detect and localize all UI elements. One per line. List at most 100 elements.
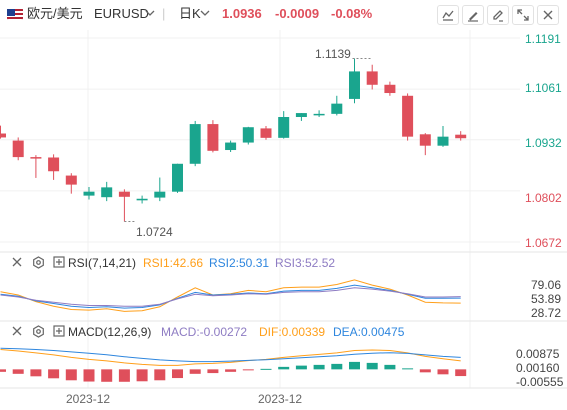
rsi2-line [0, 284, 461, 309]
draw-icon [468, 12, 478, 22]
macd-bar [136, 369, 148, 382]
indicator-button[interactable] [437, 5, 459, 25]
macd-bar [278, 366, 290, 370]
rsi2-value: RSI2:50.31 [209, 256, 270, 270]
candle-body [118, 191, 130, 197]
rsi3-value: RSI3:52.52 [275, 256, 336, 270]
separator: | [162, 6, 166, 21]
candle-body [65, 175, 77, 185]
macd-bar [118, 369, 130, 382]
macd-bar [419, 369, 431, 373]
candle-body [366, 71, 378, 85]
candle-body [349, 71, 360, 99]
macd-bar [225, 369, 237, 372]
candle-body [172, 163, 183, 192]
period-dropdown-icon[interactable] [200, 6, 210, 24]
macd-bar [366, 362, 378, 370]
price-change-pct: -0.08% [331, 6, 373, 21]
rsi-axis-label: 28.72 [531, 306, 562, 320]
macd-bar [65, 369, 77, 381]
symbol-dropdown-icon[interactable] [145, 6, 155, 24]
hide-rsi-icon[interactable] [11, 256, 23, 271]
hide-macd-icon[interactable] [11, 325, 23, 340]
candle-body [83, 191, 95, 196]
rsi-axis-label: 79.06 [531, 278, 562, 292]
macd-bar [172, 369, 183, 379]
rsi1-line [0, 279, 461, 312]
macd-bar [260, 368, 272, 370]
rsi-axis-label: 53.89 [531, 292, 562, 306]
rsi-collapse-icon[interactable] [53, 256, 65, 271]
fullscreen-button[interactable] [512, 5, 534, 25]
candle-body [225, 142, 237, 151]
macd-bar [30, 369, 42, 377]
low-annotation: 1.0724 [136, 225, 173, 239]
macd-bar [48, 369, 60, 379]
candle-body [12, 140, 24, 158]
macd-value: MACD:-0.00272 [161, 325, 248, 339]
macd-bar [295, 365, 307, 370]
chart-indicator-icon [442, 10, 454, 21]
draw-button[interactable] [462, 5, 484, 25]
macd-bar [349, 361, 360, 370]
macd-bar [154, 369, 166, 381]
macd-bar [313, 364, 325, 370]
edit-button[interactable] [487, 5, 509, 25]
candle-body [0, 133, 6, 138]
candle-body [242, 127, 254, 143]
macd-bar [331, 363, 343, 370]
macd-bar [207, 369, 219, 374]
y-axis-label: 1.0932 [525, 136, 562, 150]
chart-header: 欧元/美元 EURUSD | 日K 1.0936 -0.0009 -0.08% [0, 0, 567, 30]
candle-body [207, 124, 219, 151]
symbol-code[interactable]: EURUSD [94, 6, 149, 21]
y-axis-label: 1.0802 [525, 191, 562, 205]
candle-body [455, 134, 467, 139]
dif-value: DIF:0.00339 [259, 325, 326, 339]
candle-body [101, 187, 113, 198]
period-selector[interactable]: 日K [179, 6, 201, 21]
x-axis-label: 2023-12 [258, 392, 303, 406]
macd-bar [12, 369, 24, 374]
eu-us-flag-icon [7, 8, 23, 20]
candle-body [384, 84, 396, 94]
y-axis-label: 1.1061 [525, 81, 562, 95]
macd-bar [455, 369, 467, 377]
symbol-cn[interactable]: 欧元/美元 [27, 6, 83, 21]
candle-body [48, 157, 60, 172]
close-button[interactable] [537, 5, 559, 25]
dea-value: DEA:0.00475 [333, 325, 405, 339]
macd-settings-icon[interactable] [32, 325, 45, 341]
candle-body [402, 95, 414, 137]
macd-bar [0, 369, 6, 372]
macd-bar [101, 369, 113, 382]
close-icon [543, 10, 553, 20]
macd-bar [189, 369, 201, 374]
macd-bar [384, 364, 396, 370]
macd-title: MACD(12,26,9) [68, 325, 152, 339]
rsi3-line [0, 287, 461, 307]
candle-body [30, 157, 42, 159]
candle-body [313, 113, 325, 116]
fullscreen-icon [517, 9, 529, 21]
candle-body [295, 113, 307, 118]
macd-collapse-icon[interactable] [53, 325, 65, 340]
macd-axis-label: 0.00160 [516, 361, 560, 375]
edit-icon [493, 10, 503, 22]
candle-body [136, 198, 148, 201]
last-price: 1.0936 [222, 6, 262, 21]
y-axis-label: 1.1191 [525, 32, 561, 46]
candle-body [154, 191, 166, 198]
candle-body [278, 117, 290, 138]
rsi-settings-icon[interactable] [32, 256, 45, 272]
candle-body [331, 103, 343, 114]
candle-body [419, 134, 431, 146]
price-change: -0.0009 [275, 6, 320, 21]
macd-axis-label: 0.00875 [516, 347, 560, 361]
macd-bar [83, 369, 95, 382]
dif-line [0, 349, 461, 366]
x-axis-label: 2023-12 [66, 392, 111, 406]
macd-bar [437, 369, 449, 375]
